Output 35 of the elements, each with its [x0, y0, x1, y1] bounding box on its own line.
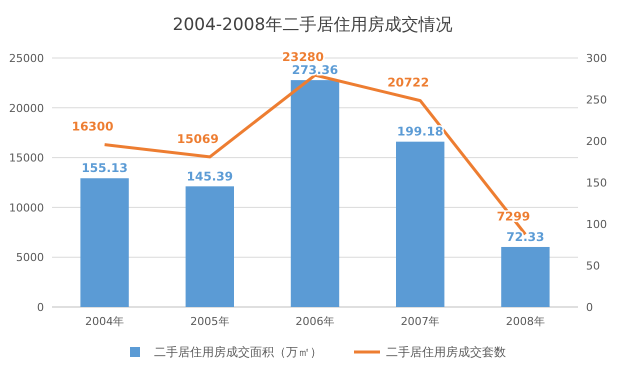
bar	[396, 142, 444, 307]
data-label: 20722	[387, 76, 430, 90]
y2-tick-label: 250	[586, 94, 607, 106]
y-tick-label: 5000	[16, 251, 44, 264]
data-label: 72.33	[506, 230, 544, 244]
y2-tick-label: 0	[586, 301, 593, 314]
y2-tick-label: 100	[586, 218, 607, 231]
bar	[501, 246, 550, 307]
x-tick-label: 2008年	[506, 315, 545, 328]
data-label: 23280	[282, 50, 324, 64]
legend-label: 二手居住用房成交套数	[386, 345, 506, 359]
y-tick-label: 15000	[9, 152, 44, 165]
y2-tick-label: 50	[586, 260, 600, 272]
y2-tick-label: 300	[586, 52, 607, 65]
x-tick-label: 2004年	[85, 315, 124, 328]
y2-tick-label: 200	[586, 135, 607, 148]
data-label: 145.39	[186, 169, 233, 184]
chart-title: 2004-2008年二手居住用房成交情况	[172, 15, 452, 35]
y-tick-label: 10000	[9, 201, 44, 214]
x-tick-label: 2005年	[190, 315, 230, 328]
y-tick-label: 0	[37, 301, 44, 314]
data-label: 273.36	[292, 63, 338, 78]
y2-tick-label: 150	[586, 176, 607, 190]
y-tick-label: 25000	[9, 52, 44, 65]
x-tick-label: 2007年	[400, 315, 440, 328]
y-tick-label: 20000	[9, 102, 44, 115]
data-label: 199.18	[397, 124, 444, 139]
data-label: 155.13	[81, 161, 128, 176]
bar	[80, 178, 129, 307]
data-label: 15069	[176, 132, 219, 146]
legend-label: 二手居住用房成交面积（万㎡）	[154, 345, 322, 359]
bar	[290, 80, 340, 307]
data-label: 16300	[72, 120, 114, 134]
x-tick-label: 2006年	[296, 315, 334, 328]
bar	[186, 186, 234, 307]
